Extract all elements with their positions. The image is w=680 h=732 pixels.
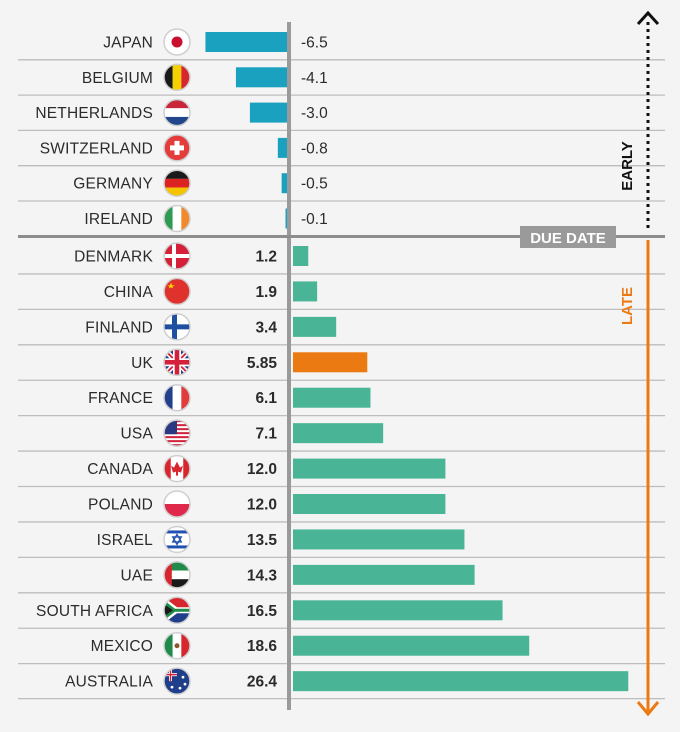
bar-uk (293, 352, 368, 373)
category-label-france: FRANCE (88, 390, 153, 407)
category-label-usa: USA (121, 426, 154, 443)
value-label-mexico: 18.6 (247, 638, 278, 655)
value-label-ireland: -0.1 (301, 211, 328, 228)
value-label-china: 1.9 (255, 284, 277, 301)
bar-switzerland (277, 137, 288, 158)
flag-ring (163, 313, 191, 341)
flag-ring (163, 525, 191, 554)
category-label-germany: GERMANY (73, 176, 153, 193)
due-date-badge (520, 226, 616, 248)
uae-flag-icon (164, 561, 190, 588)
bars (205, 32, 629, 692)
bar-south-africa (293, 600, 503, 621)
flag-ring (163, 596, 191, 625)
value-label-switzerland: -0.8 (301, 140, 328, 157)
value-label-canada: 12.0 (247, 461, 277, 478)
labels: JAPAN -6.5 BELGIUM -4.1 NETHERLANDS -3.0 SWITZ… (35, 35, 328, 691)
france-flag-icon (164, 384, 190, 411)
value-label-denmark: 1.2 (255, 249, 277, 266)
grid-lines (18, 59, 665, 700)
bar-france (293, 387, 371, 408)
flag-ring (163, 631, 191, 660)
category-label-denmark: DENMARK (74, 249, 153, 266)
bar-netherlands (249, 102, 288, 123)
flag-ring (163, 98, 191, 127)
category-label-poland: POLAND (88, 497, 153, 514)
value-label-belgium: -4.1 (301, 70, 328, 87)
category-label-mexico: MEXICO (91, 638, 153, 655)
axes: DUE DATE EARLY LATE (18, 10, 665, 717)
category-label-south-africa: SOUTH AFRICA (36, 603, 153, 620)
flag-ring (163, 169, 191, 197)
category-label-uae: UAE (121, 567, 153, 584)
bar-usa (293, 423, 384, 444)
flag-ring (163, 204, 191, 233)
germany-flag-icon (164, 170, 190, 197)
flag-ring (163, 383, 191, 412)
south-africa-flag-icon (164, 597, 190, 624)
value-label-uae: 14.3 (247, 567, 278, 584)
bar-poland (293, 494, 446, 515)
category-label-ireland: IRELAND (84, 211, 153, 228)
flag-ring (163, 63, 191, 92)
flag-ring (163, 667, 191, 695)
value-label-usa: 7.1 (255, 426, 277, 443)
flags (163, 28, 191, 695)
ireland-flag-icon (164, 205, 190, 232)
early-arrowhead (636, 10, 660, 26)
value-label-finland: 3.4 (255, 319, 277, 336)
value-label-germany: -0.5 (301, 176, 328, 193)
flag-ring (163, 242, 191, 270)
flag-ring (163, 277, 191, 306)
bar-ireland (285, 208, 288, 229)
bar-belgium (235, 67, 288, 88)
flag-ring (163, 561, 191, 589)
category-label-netherlands: NETHERLANDS (35, 105, 153, 122)
value-label-poland: 12.0 (247, 497, 277, 514)
category-label-japan: JAPAN (103, 35, 153, 52)
flag-ring (163, 28, 191, 56)
late-arrowhead (636, 701, 660, 717)
poland-flag-icon (164, 491, 190, 518)
flag-ring (163, 419, 191, 447)
value-label-israel: 13.5 (247, 532, 278, 549)
value-label-australia: 26.4 (247, 674, 278, 691)
category-label-canada: CANADA (87, 461, 153, 478)
value-label-japan: -6.5 (301, 35, 328, 52)
flag-ring (163, 454, 191, 483)
flag-ring (163, 134, 191, 162)
category-label-finland: FINLAND (85, 319, 153, 336)
category-label-china: CHINA (104, 284, 154, 301)
category-label-belgium: BELGIUM (82, 70, 153, 87)
bar-china (293, 281, 318, 302)
category-label-uk: UK (131, 355, 153, 372)
bar-canada (293, 458, 446, 479)
bar-finland (293, 316, 337, 337)
flag-ring (163, 348, 191, 377)
value-label-south-africa: 16.5 (247, 603, 278, 620)
bar-israel (293, 529, 465, 550)
value-label-uk: 5.85 (247, 355, 278, 372)
late-label: LATE (619, 287, 636, 325)
early-label: EARLY (619, 141, 636, 190)
due-date-label: DUE DATE (530, 230, 606, 247)
category-label-australia: AUSTRALIA (65, 674, 153, 691)
category-label-switzerland: SWITZERLAND (40, 140, 153, 157)
bar-mexico (293, 635, 530, 656)
belgium-flag-icon (164, 64, 190, 91)
bar-australia (293, 671, 629, 692)
flag-ring (163, 490, 191, 518)
bar-uae (293, 564, 475, 585)
bar-germany (281, 173, 288, 194)
value-label-netherlands: -3.0 (301, 105, 328, 122)
netherlands-flag-icon (164, 99, 190, 126)
value-label-france: 6.1 (255, 390, 277, 407)
bar-denmark (293, 246, 309, 266)
category-label-israel: ISRAEL (97, 532, 154, 549)
mexico-flag-icon (164, 632, 190, 659)
bar-japan (205, 32, 288, 52)
